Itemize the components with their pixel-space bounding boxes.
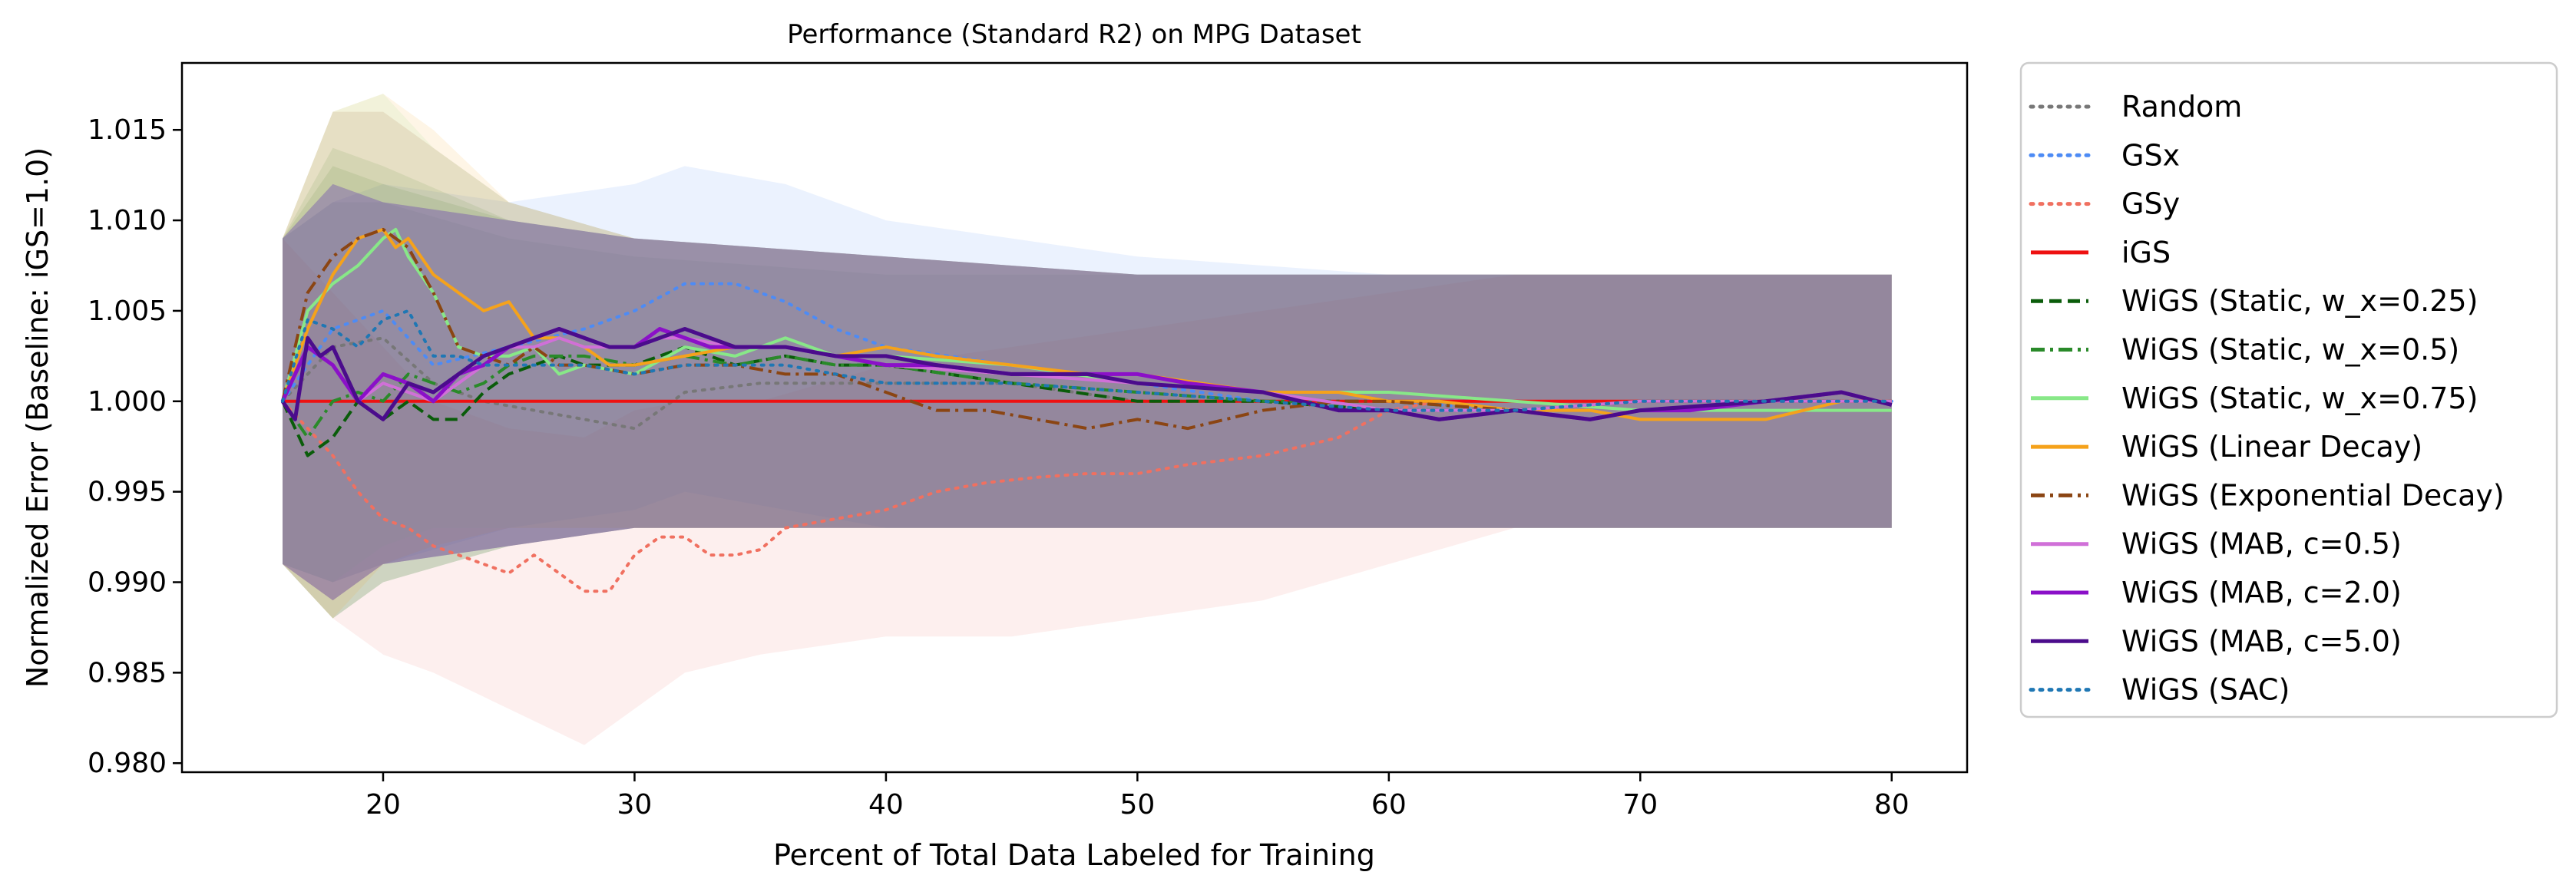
confidence-bands [282,94,1892,745]
band-wigs-mab-c-0-5 [282,183,1892,601]
legend-label-wigs-static-w-x-0-75: WiGS (Static, w_x=0.75) [2121,381,2478,415]
legend-label-igs: iGS [2121,236,2171,269]
x-tick-label: 30 [617,789,653,821]
plot-frame [180,61,1969,774]
legend-label-gsx: GSx [2121,138,2180,172]
band-wigs-sac [282,183,1892,601]
x-axis-label: Percent of Total Data Labeled for Traini… [773,838,1375,872]
band-wigs-static-w-x-0-75 [282,94,1892,583]
chart-title: Performance (Standard R2) on MPG Dataset [787,19,1361,50]
y-tick-label: 0.995 [88,477,167,508]
band-gsy [282,238,1892,745]
x-tick-label: 70 [1622,789,1658,821]
legend: Random GSx GSy iGS WiGS (Static, w_x=0.25) Wi… [2019,61,2558,718]
y-tick-label: 1.010 [88,205,167,236]
series-lines [280,227,1893,593]
x-tick-label: 40 [868,789,904,821]
legend-label-wigs-static-w-x-0-25: WiGS (Static, w_x=0.25) [2121,284,2478,318]
x-tick-label: 60 [1371,789,1407,821]
band-wigs-static-w-x-0-25 [282,166,1892,619]
x-tick-label: 50 [1119,789,1155,821]
y-axis-label: Normalized Error (Baseline: iGS=1.0) [21,147,55,688]
legend-label-wigs-static-w-x-0-5: WiGS (Static, w_x=0.5) [2121,333,2459,367]
legend-label-wigs-mab-c-0-5: WiGS (MAB, c=0.5) [2121,527,2402,561]
x-axis: 20 30 40 50 60 70 80 [365,772,1910,821]
y-axis: 0.980 0.985 0.990 0.995 1.000 1.005 1.010 1.015 [88,114,182,779]
band-wigs-mab-c-2-0 [282,183,1892,601]
legend-label-gsy: GSy [2121,187,2180,221]
legend-label-wigs-sac: WiGS (SAC) [2121,673,2290,707]
x-tick-label: 20 [365,789,401,821]
band-wigs-linear-decay [282,94,1892,619]
legend-label-wigs-linear-decay: WiGS (Linear Decay) [2121,430,2422,464]
y-tick-label: 1.015 [88,114,167,146]
x-tick-label: 80 [1874,789,1910,821]
line-wigs-sac [280,309,1893,412]
legend-label-wigs-mab-c-2-0: WiGS (MAB, c=2.0) [2121,576,2402,609]
y-tick-label: 0.985 [88,657,167,689]
line-wigs-mab-c-5-0 [280,327,1893,421]
legend-label-random: Random [2121,90,2242,124]
band-wigs-static-w-x-0-5 [282,147,1892,619]
y-tick-label: 0.980 [88,748,167,779]
y-tick-label: 1.000 [88,386,167,418]
legend-label-wigs-mab-c-5-0: WiGS (MAB, c=5.0) [2121,624,2402,658]
y-tick-label: 0.990 [88,567,167,599]
legend-frame [2019,61,2558,718]
band-wigs-exponential-decay [282,111,1892,601]
legend-label-wigs-exponential-decay: WiGS (Exponential Decay) [2121,478,2505,512]
band-random [282,202,1892,583]
y-tick-label: 1.005 [88,296,167,327]
line-gsy [280,399,1893,593]
band-wigs-mab-c-5-0 [282,183,1892,601]
